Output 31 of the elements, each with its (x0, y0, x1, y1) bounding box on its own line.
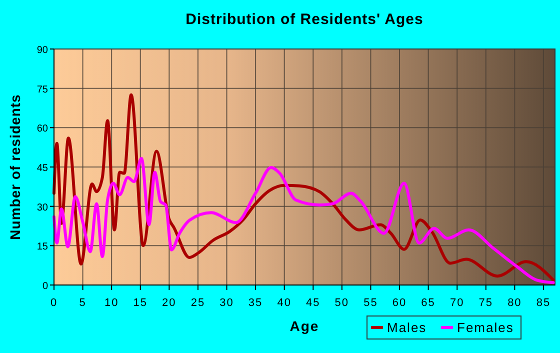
x-tick-label: 80 (508, 297, 522, 309)
x-axis-title: Age (290, 318, 320, 334)
x-tick-label: 20 (162, 297, 176, 309)
x-tick-label: 45 (306, 297, 320, 309)
x-tick-label: 50 (334, 297, 350, 309)
y-tick-label: 90 (36, 45, 48, 56)
y-tick-label: 75 (36, 84, 48, 96)
legend-label: Males (387, 320, 427, 335)
x-tick-label: 55 (364, 297, 378, 309)
x-tick-label: 30 (220, 297, 234, 309)
y-tick-label: 60 (36, 124, 48, 135)
x-tick-label: 25 (190, 297, 206, 309)
x-tick-label: 5 (79, 297, 86, 309)
legend-label: Females (457, 320, 514, 335)
x-tick-label: 70 (450, 297, 464, 309)
x-tick-label: 35 (248, 297, 263, 309)
chart-title: Distribution of Residents' Ages (186, 11, 424, 28)
y-tick-label: 15 (36, 242, 48, 253)
x-tick-label: 15 (133, 297, 148, 309)
x-tick-label: 85 (536, 297, 551, 309)
line-series (52, 93, 555, 282)
x-tick-label: 10 (104, 297, 119, 309)
x-tick-label: 65 (421, 297, 436, 309)
x-tick-label: 0 (50, 297, 58, 309)
y-tick-label: 0 (42, 281, 48, 292)
y-tick-label: 30 (36, 202, 48, 214)
y-tick-label: 45 (36, 163, 48, 174)
y-axis-title: Number of residents (7, 94, 23, 240)
x-tick-label: 60 (392, 297, 407, 309)
x-tick-label: 75 (478, 297, 494, 309)
x-tick-label: 40 (277, 297, 292, 309)
